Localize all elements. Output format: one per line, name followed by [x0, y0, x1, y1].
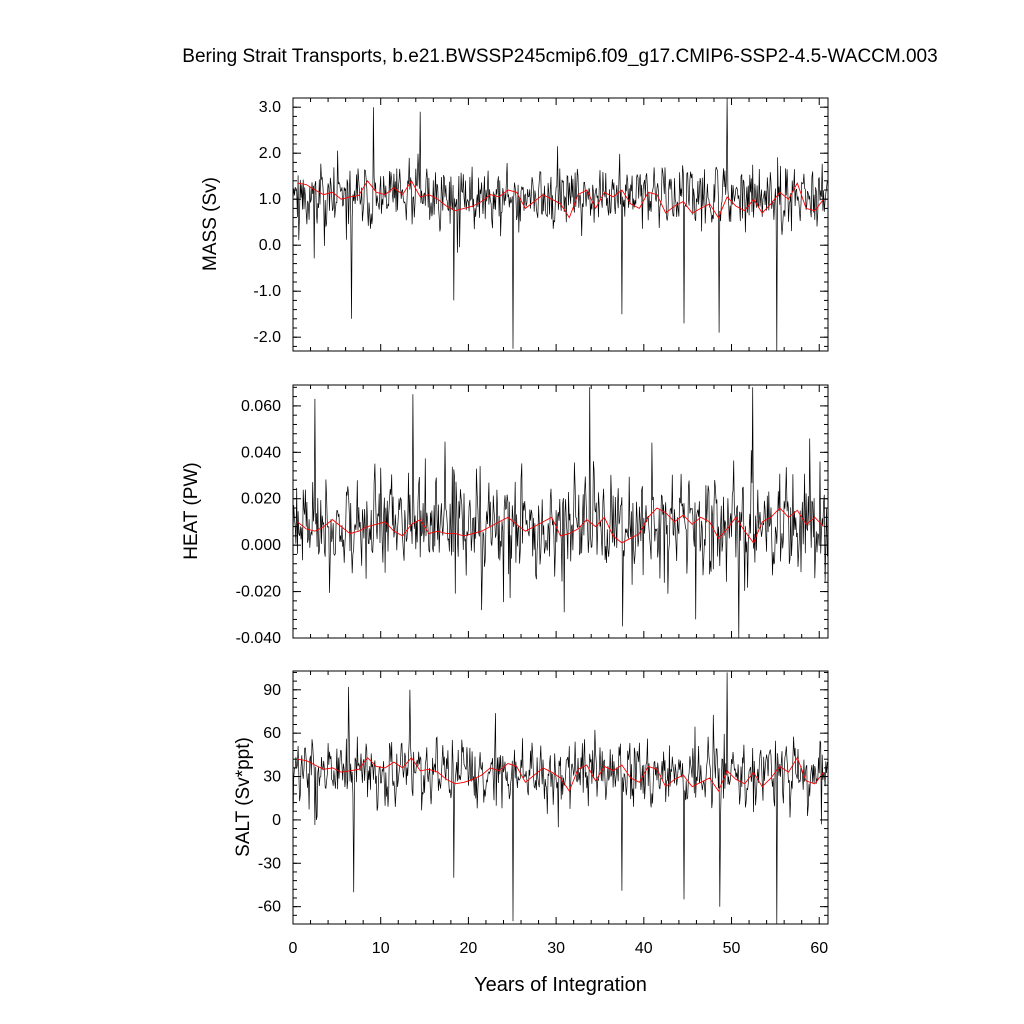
annual-mean-series-mass	[297, 179, 824, 219]
y-tick-label-salt: 60	[263, 725, 281, 742]
monthly-series-salt	[292, 672, 828, 925]
y-tick-label-salt: -60	[258, 899, 281, 916]
y-tick-label-salt: -30	[258, 855, 281, 872]
y-tick-label-salt: 30	[263, 769, 281, 786]
y-tick-label-heat: 0.000	[241, 537, 281, 554]
y-tick-label-mass: -1.0	[253, 283, 281, 300]
x-tick-label: 60	[810, 940, 828, 957]
x-tick-label: 0	[289, 940, 298, 957]
y-tick-label-salt: 90	[263, 682, 281, 699]
y-tick-label-heat: -0.020	[236, 584, 281, 601]
chart-title: Bering Strait Transports, b.e21.BWSSP245…	[182, 46, 938, 67]
y-tick-label-mass: 3.0	[259, 99, 281, 116]
panel-frame-heat	[292, 384, 829, 639]
ylabel-salt: SALT (Sv*ppt)	[233, 737, 254, 857]
annual-mean-series-salt	[297, 756, 824, 792]
y-tick-label-heat: 0.040	[241, 444, 281, 461]
ylabel-mass: MASS (Sv)	[200, 177, 221, 271]
x-tick-label: 50	[723, 940, 741, 957]
monthly-series-mass	[292, 97, 828, 352]
x-tick-label: 30	[547, 940, 565, 957]
y-tick-label-heat: -0.040	[236, 630, 281, 647]
x-tick-label: 20	[460, 940, 478, 957]
panel-frame-mass	[292, 97, 829, 352]
annual-mean-series-heat	[297, 507, 824, 544]
y-tick-label-heat: 0.020	[241, 491, 281, 508]
y-tick-label-mass: 0.0	[259, 237, 281, 254]
monthly-series-heat	[292, 387, 828, 639]
panel-frame-salt	[292, 670, 829, 925]
y-tick-label-salt: 0	[272, 812, 281, 829]
y-tick-label-mass: -2.0	[253, 329, 281, 346]
y-tick-label-mass: 1.0	[259, 191, 281, 208]
y-tick-label-mass: 2.0	[259, 145, 281, 162]
x-axis-label: Years of Integration	[474, 974, 647, 996]
ylabel-heat: HEAT (PW)	[181, 462, 202, 560]
x-tick-label: 40	[635, 940, 653, 957]
y-tick-label-heat: 0.060	[241, 398, 281, 415]
x-tick-label: 10	[372, 940, 390, 957]
